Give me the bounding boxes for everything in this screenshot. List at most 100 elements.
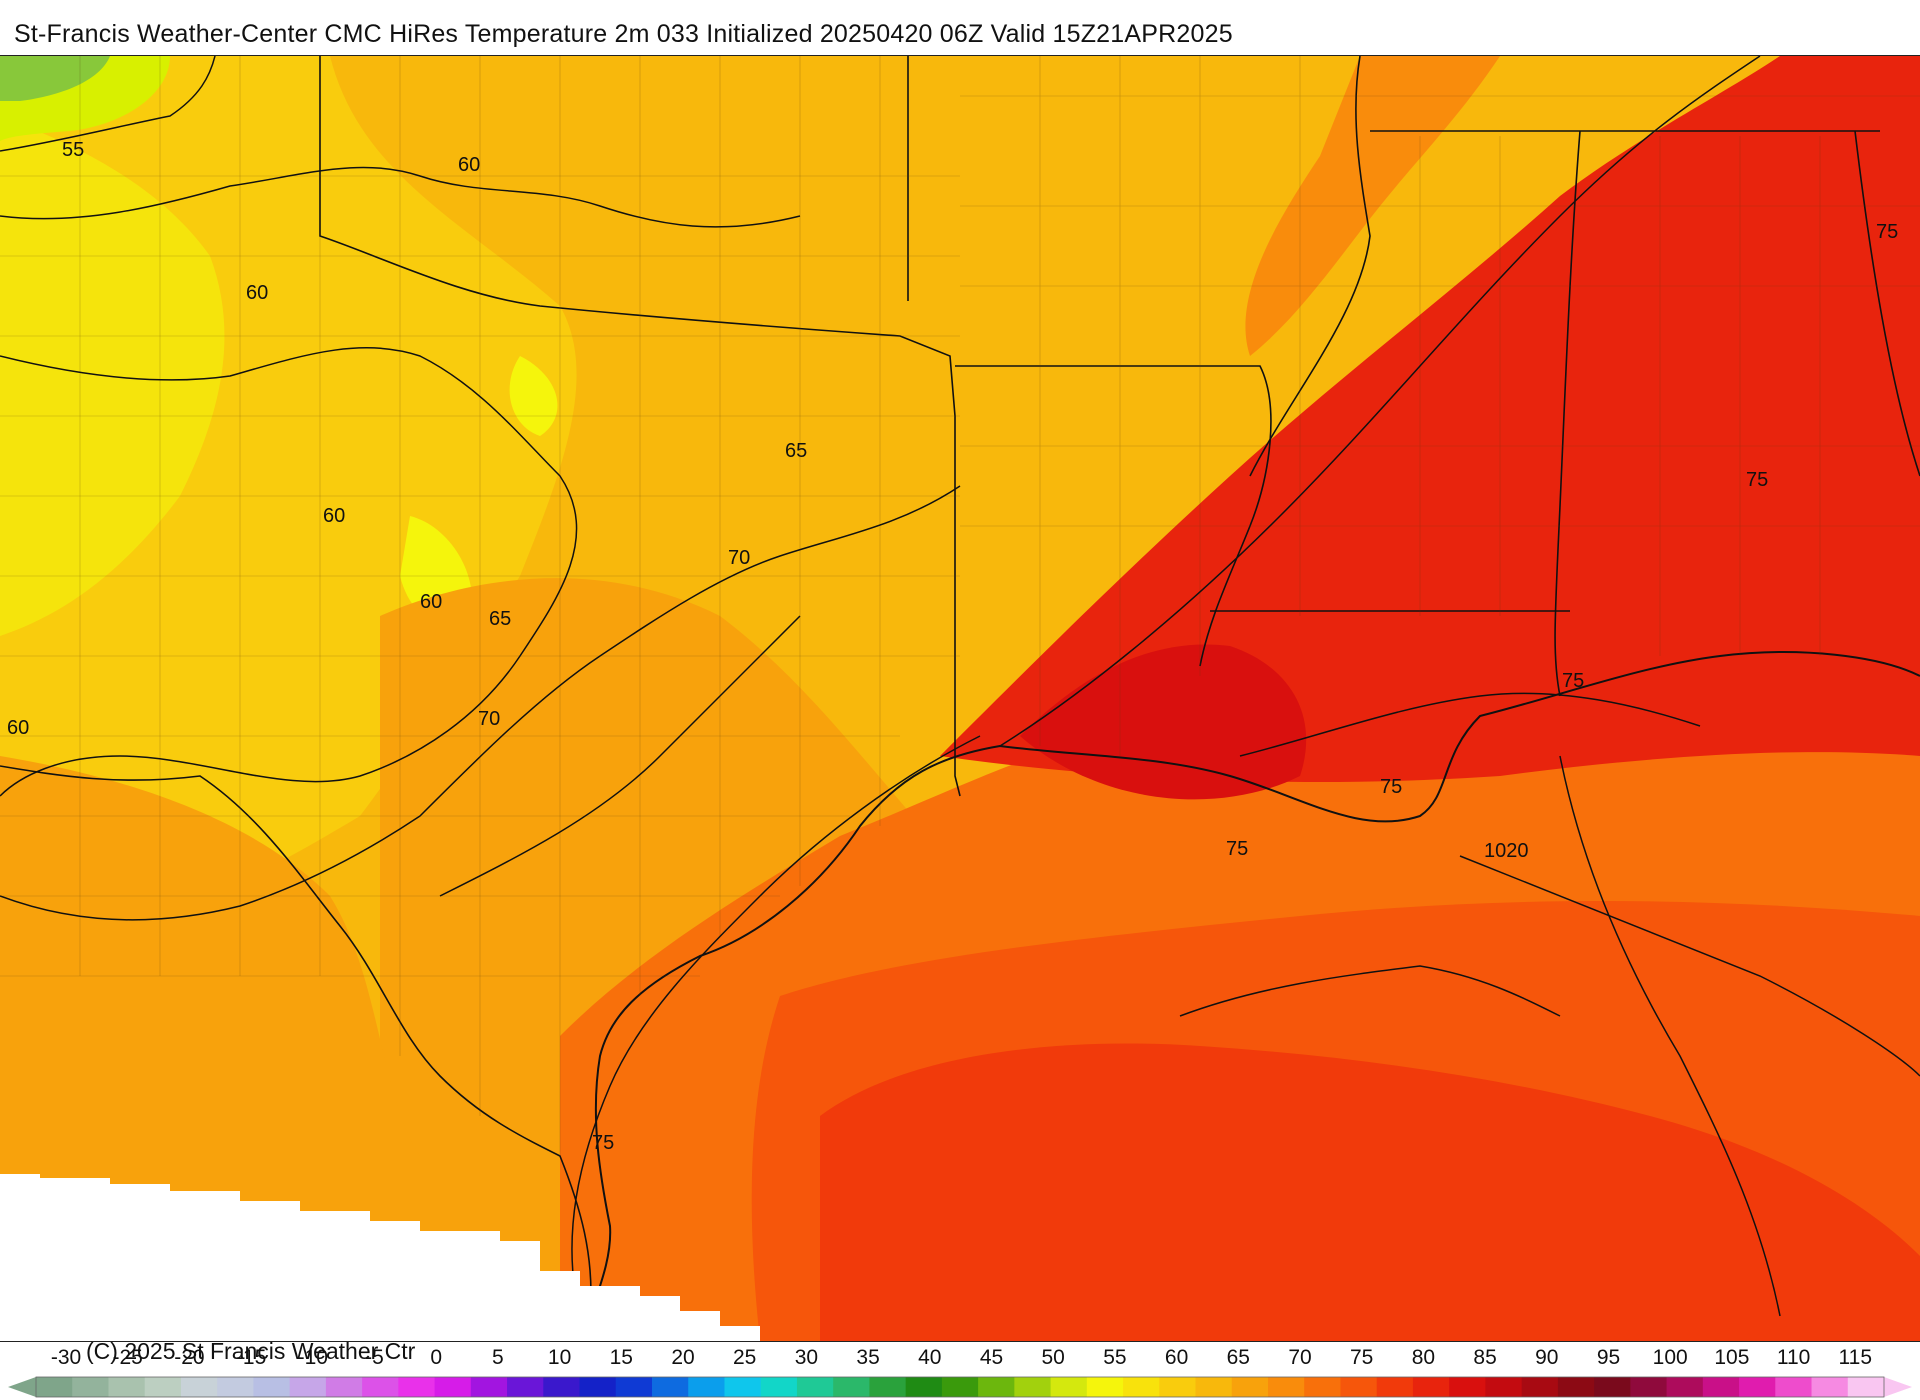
legend-tick-label: 20 [671,1346,695,1369]
contour-label: 60 [458,154,480,176]
legend-right-arrow [1884,1377,1912,1397]
legend-color-swatch [108,1377,146,1397]
contour-label: 60 [246,282,268,304]
legend-tick-label: -25 [112,1346,143,1369]
contour-label: 60 [420,591,442,613]
legend-color-swatch [760,1377,798,1397]
legend-tick-label: 15 [609,1346,633,1369]
legend-color-swatch [869,1377,907,1397]
temperature-contours [0,56,1920,1317]
legend-color-swatch [905,1377,943,1397]
copyright-text: (C) 2025 St Francis Weather Ctr [86,1338,416,1364]
legend-tick-label: -30 [50,1346,82,1369]
legend-tick-label: 25 [733,1346,757,1369]
legend-tick-label: 5 [492,1346,504,1369]
legend-color-swatch [652,1377,689,1397]
legend-color-swatch [1847,1377,1885,1397]
state-border [319,56,961,797]
contour-label: 75 [1746,469,1768,491]
legend-color-swatch [833,1377,870,1397]
legend-tick-label: 110 [1776,1346,1811,1369]
legend-color-swatch [978,1377,1015,1397]
legend-color-swatch [362,1377,399,1397]
legend-color-swatch [1594,1377,1631,1397]
legend-tick-label: -20 [174,1346,205,1369]
legend-tick-label: 70 [1288,1346,1312,1369]
contour-label: 75 [1876,221,1898,243]
contour-label: 65 [785,440,807,462]
legend-color-swatch [434,1377,472,1397]
legend-tick-label: -15 [235,1346,267,1369]
legend-color-swatch [1449,1377,1486,1397]
legend-tick-label: 85 [1473,1346,1497,1369]
legend-color-swatch [289,1377,327,1397]
legend-color-swatch [398,1377,436,1397]
legend-color-swatch [1702,1377,1740,1397]
contour-label: 65 [489,608,511,630]
legend-tick-label: 75 [1350,1346,1374,1369]
legend-tick-label: 80 [1411,1346,1436,1369]
legend-color-swatch [325,1377,363,1397]
legend-tick-label: 100 [1652,1346,1688,1369]
legend-color-swatch [1557,1377,1595,1397]
map-title: St-Francis Weather-Center CMC HiRes Temp… [14,20,1233,48]
contour-label: 70 [728,547,750,569]
legend-tick-label: 65 [1226,1346,1250,1369]
legend-color-swatch [1086,1377,1124,1397]
state-border [1554,130,1581,697]
legend-tick-label: 105 [1714,1346,1750,1369]
legend-color-swatch [1775,1377,1813,1397]
temperature-map: 55 60 60 60 60 60 65 65 70 70 75 75 75 7… [0,55,1920,1342]
legend-tick-label: -5 [365,1346,384,1369]
contour-label: 75 [592,1132,614,1154]
legend-tick-label: 115 [1838,1346,1873,1369]
legend-color-swatch [1268,1377,1305,1397]
legend-tick-label: 45 [979,1346,1004,1369]
legend-color-swatch [217,1377,254,1397]
no-data-area [0,1174,760,1341]
legend-color-swatch [1739,1377,1776,1397]
contour-label: 75 [1562,670,1584,692]
contour-label: 55 [62,139,84,161]
legend-tick-label: 10 [547,1346,572,1369]
state-border [955,365,1272,667]
contour-label: 60 [323,505,345,527]
hot-core-louisiana [1020,644,1307,800]
legend-tick-label: 60 [1164,1346,1189,1369]
legend-tick-label: 90 [1535,1346,1559,1369]
legend-color-swatch [144,1377,182,1397]
legend-tick-labels: -30 -25 -20 -15 -10 -5 0 5 10 15 20 25 30 35 40 45 50 55 6… [0,1340,1920,1374]
light-yellow-patch [509,356,558,436]
mexico-border [0,765,592,1317]
legend-tick-label: 35 [856,1346,880,1369]
coastline [589,651,1920,1317]
legend-color-swatch [1123,1377,1160,1397]
legend-tick-label: 55 [1103,1346,1127,1369]
legend-color-swatch [180,1377,218,1397]
state-border [1854,130,1920,477]
legend-tick-label: 40 [918,1346,942,1369]
legend-color-swatch [796,1377,834,1397]
legend-color-swatch [470,1377,508,1397]
contour-label: 75 [1226,838,1248,860]
legend-color-swatch [1521,1377,1559,1397]
legend-color-swatch [507,1377,544,1397]
legend-color-swatch [1485,1377,1523,1397]
contour-label: 1020 [1484,840,1529,862]
legend-color-swatch [1340,1377,1378,1397]
legend-color-swatch [1666,1377,1704,1397]
legend-left-arrow [8,1377,36,1397]
gulf-hot-zone [820,1043,1920,1341]
legend-tick-label: 0 [430,1346,443,1369]
legend-color-swatch [1376,1377,1414,1397]
legend-color-swatch [1050,1377,1088,1397]
legend-border [35,1376,1885,1398]
map-canvas: 55 60 60 60 60 60 65 65 70 70 75 75 75 7… [0,56,1920,1341]
legend-color-swatch [1014,1377,1052,1397]
legend-tick-label: 95 [1596,1346,1621,1369]
legend-color-swatch [72,1377,109,1397]
legend-color-swatch [1811,1377,1849,1397]
legend-tick-label: 50 [1041,1346,1065,1369]
legend-color-swatch [615,1377,653,1397]
county-lines [0,56,1920,1156]
